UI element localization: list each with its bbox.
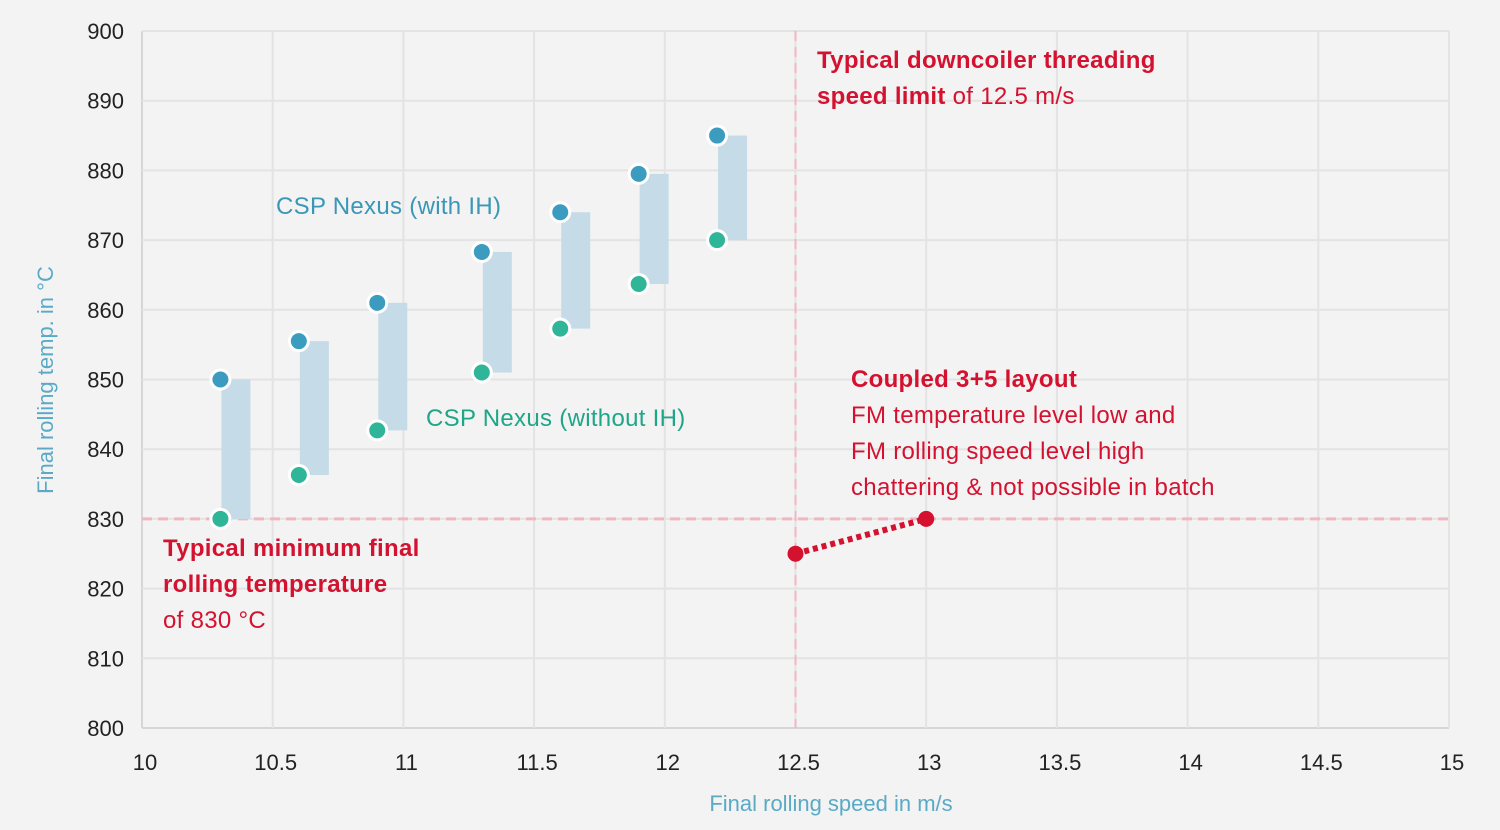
annotation-downcoiler-rest: of 12.5 m/s bbox=[946, 83, 1075, 110]
annotation-downcoiler-bold: speed limit bbox=[817, 83, 946, 110]
coupled-connector-line bbox=[794, 516, 927, 557]
series-layer bbox=[209, 124, 935, 562]
y-axis-title: Final rolling temp. in °C bbox=[33, 266, 58, 494]
point-with-ih bbox=[627, 162, 650, 185]
x-tick-label: 12 bbox=[656, 750, 680, 775]
range-bar bbox=[482, 251, 512, 373]
x-tick-label: 15 bbox=[1440, 750, 1464, 775]
point-without-ih bbox=[470, 361, 493, 384]
y-tick-label: 810 bbox=[87, 646, 124, 671]
point-without-ih bbox=[287, 463, 310, 486]
point-with-ih bbox=[209, 368, 232, 391]
point-with-ih bbox=[549, 201, 572, 224]
y-tick-label: 820 bbox=[87, 577, 124, 602]
label-with-ih: CSP Nexus (with IH) bbox=[276, 193, 501, 220]
annotation-coupled-line3: chattering & not possible in batch bbox=[851, 474, 1215, 501]
range-bar bbox=[639, 173, 669, 285]
y-tick-label: 900 bbox=[87, 19, 124, 44]
x-tick-label: 10.5 bbox=[254, 750, 297, 775]
point-with-ih bbox=[706, 124, 729, 147]
point-without-ih bbox=[627, 273, 650, 296]
y-tick-label: 800 bbox=[87, 716, 124, 741]
point-without-ih bbox=[366, 419, 389, 442]
y-tick-label: 880 bbox=[87, 158, 124, 183]
annotation-min-temp-line1: Typical minimum final bbox=[163, 535, 420, 562]
range-bar bbox=[299, 341, 329, 475]
point-coupled bbox=[918, 510, 935, 527]
x-tick-label: 14.5 bbox=[1300, 750, 1343, 775]
y-tick-label: 830 bbox=[87, 507, 124, 532]
range-bar bbox=[221, 379, 251, 519]
label-without-ih: CSP Nexus (without IH) bbox=[426, 405, 686, 432]
x-tick-label: 14 bbox=[1178, 750, 1202, 775]
point-without-ih bbox=[549, 317, 572, 340]
x-tick-label: 13 bbox=[917, 750, 941, 775]
annotation-coupled-title: Coupled 3+5 layout bbox=[851, 366, 1077, 393]
y-tick-label: 850 bbox=[87, 368, 124, 393]
annotation-coupled-line1: FM temperature level low and bbox=[851, 402, 1176, 429]
point-without-ih bbox=[209, 507, 232, 530]
x-tick-label: 10 bbox=[133, 750, 157, 775]
x-tick-label: 11 bbox=[395, 750, 418, 775]
tick-labels: 10 10.5 11 11.5 12 12.5 13 13.5 14 14.5 15 800 810 82… bbox=[87, 19, 1464, 775]
annotation-min-temp-line2: rolling temperature bbox=[163, 571, 387, 598]
point-with-ih bbox=[366, 291, 389, 314]
point-coupled bbox=[787, 545, 804, 562]
y-tick-label: 860 bbox=[87, 298, 124, 323]
range-bars bbox=[221, 135, 748, 519]
annotation-coupled-line2: FM rolling speed level high bbox=[851, 438, 1145, 465]
reference-lines bbox=[142, 31, 1449, 728]
annotation-downcoiler-line2: speed limit of 12.5 m/s bbox=[817, 83, 1075, 110]
point-without-ih bbox=[706, 229, 729, 252]
annotation-downcoiler-line1: Typical downcoiler threading bbox=[817, 47, 1156, 74]
point-with-ih bbox=[470, 240, 493, 263]
y-tick-label: 890 bbox=[87, 89, 124, 114]
x-tick-label: 11.5 bbox=[517, 750, 558, 775]
range-bar bbox=[378, 302, 408, 431]
range-bar bbox=[561, 212, 591, 329]
range-bar bbox=[718, 135, 748, 241]
y-tick-label: 840 bbox=[87, 437, 124, 462]
x-tick-label: 13.5 bbox=[1038, 750, 1081, 775]
x-tick-label: 12.5 bbox=[777, 750, 820, 775]
point-with-ih bbox=[287, 330, 310, 353]
y-tick-label: 870 bbox=[87, 228, 124, 253]
x-axis-title: Final rolling speed in m/s bbox=[709, 791, 952, 816]
annotation-min-temp-line3: of 830 °C bbox=[163, 607, 266, 634]
